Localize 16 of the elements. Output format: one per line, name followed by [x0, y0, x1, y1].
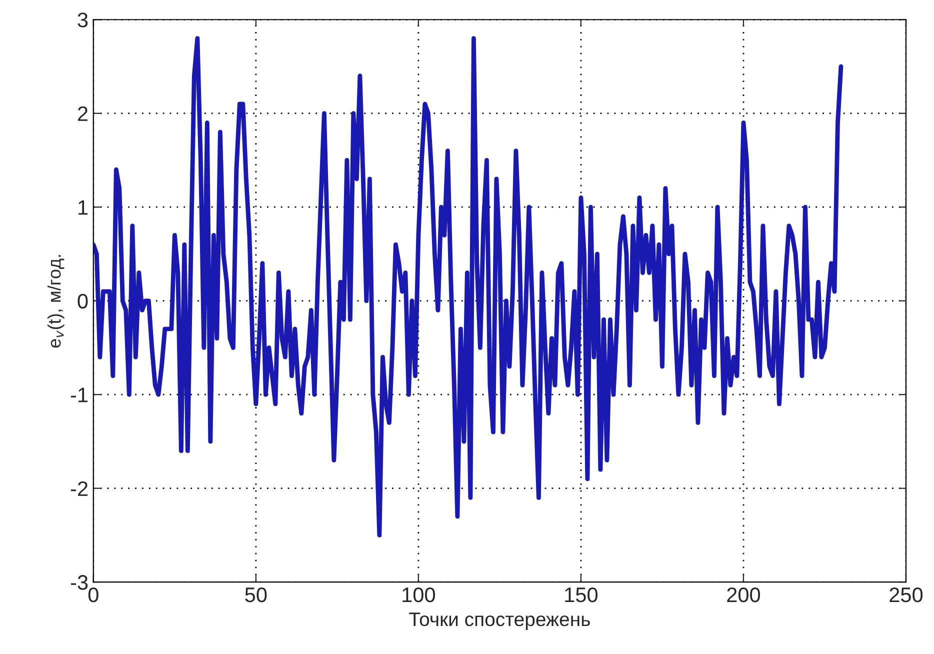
y-axis-title: e$_{v}$(t), м/год.: [47, 255, 64, 348]
y-tick-label: -1: [70, 388, 88, 402]
y-tick-label: 3: [78, 12, 88, 28]
x-tick-label: 200: [727, 587, 760, 602]
y-tick-label: 2: [78, 106, 88, 121]
y-tick-label: 0: [78, 294, 88, 309]
x-tick-label: 100: [402, 587, 435, 602]
x-tick-label: 0: [88, 587, 98, 602]
y-tick-label: -2: [70, 481, 88, 496]
line-series: [93, 36, 844, 538]
y-tick-label: 1: [78, 200, 88, 215]
x-tick-label: 150: [565, 587, 598, 602]
y-tick-label: -3: [70, 575, 88, 590]
x-tick-label: 250: [890, 587, 923, 602]
x-tick-label: 50: [245, 587, 267, 602]
x-axis-title: Точки спостережень: [409, 612, 590, 630]
